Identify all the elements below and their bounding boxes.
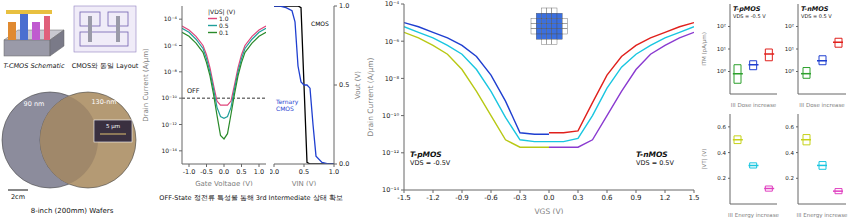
html-text:|VDS| (V): |VDS| (V) [208,8,236,15]
svg-text:10⁻⁴: 10⁻⁴ [164,15,178,22]
svg-text:10⁻⁶: 10⁻⁶ [385,38,400,46]
svg-text:10⁰: 10⁰ [785,68,795,74]
svg-text:10⁻¹⁴: 10⁻¹⁴ [161,147,177,154]
svg-text:III Dose increase: III Dose increase [731,102,777,108]
svg-text:0.2: 0.2 [717,175,726,181]
svg-text:10⁻¹²: 10⁻¹² [161,121,177,128]
svg-text:10⁻⁸: 10⁻⁸ [385,75,400,83]
svg-text:8-inch (200mm) Wafers: 8-inch (200mm) Wafers [31,207,114,215]
svg-text:Vout (V): Vout (V) [354,71,362,99]
svg-text:1.0: 1.0 [254,168,264,176]
svg-text:1.0: 1.0 [329,168,339,176]
html-text:Ternary CMOS: Ternary CMOS [276,98,299,112]
svg-text:0.0: 0.0 [219,168,229,176]
svg-text:0.0: 0.0 [543,194,554,202]
svg-text:0.5: 0.5 [339,81,349,89]
svg-text:0.6: 0.6 [785,124,794,130]
html-text:0.1: 0.1 [219,29,229,36]
svg-text:-1.0: -1.0 [183,168,196,176]
svg-text:-1.2: -1.2 [426,194,440,202]
html-text:1.0: 1.0 [219,15,229,22]
svg-text:-0.3: -0.3 [513,194,527,202]
svg-text:10⁻¹⁰: 10⁻¹⁰ [382,112,399,120]
svg-text:1.2: 1.2 [659,194,670,202]
svg-text:0.3: 0.3 [572,194,583,202]
svg-text:III Dose increase: III Dose increase [799,102,841,108]
html-text:CMOS: CMOS [311,20,329,27]
svg-text:III Energy increase: III Energy increase [728,212,779,218]
html-text:VDS = -0.5V: VDS = -0.5V [410,159,451,167]
svg-text:Drain Current (A/μm): Drain Current (A/μm) [366,58,375,137]
svg-text:Gate Voltage (V): Gate Voltage (V) [195,180,253,186]
svg-text:0.0: 0.0 [339,160,349,168]
svg-text:10⁻¹⁰: 10⁻¹⁰ [161,94,177,101]
svg-text:III Energy increase: III Energy increase [797,212,841,218]
html-text:T-nMOS: T-nMOS [636,150,668,159]
svg-text:-0.9: -0.9 [455,194,469,202]
svg-text:ITM (pA/μm): ITM (pA/μm) [701,32,708,66]
svg-text:10⁰: 10⁰ [717,68,727,74]
svg-text:10⁻⁶: 10⁻⁶ [164,42,178,49]
svg-text:0.2: 0.2 [785,175,794,181]
svg-text:5 μm: 5 μm [106,123,120,130]
svg-text:10⁻⁴: 10⁻⁴ [385,0,400,8]
svg-text:0.0: 0.0 [270,168,279,176]
svg-text:Drain Current (A/μm): Drain Current (A/μm) [142,48,150,122]
svg-text:10²: 10² [717,23,726,29]
svg-text:-0.6: -0.6 [484,194,498,202]
svg-text:|VT| (V): |VT| (V) [701,149,708,170]
html-text:VDS = 0.5V: VDS = 0.5V [636,159,674,167]
svg-text:0.4: 0.4 [717,150,726,156]
svg-text:-0.5: -0.5 [200,168,213,176]
svg-text:0.6: 0.6 [601,194,613,202]
html-text:T-nMOS: T-nMOS [801,5,829,13]
svg-text:VIN (V): VIN (V) [292,180,317,186]
svg-text:10¹: 10¹ [717,46,726,52]
svg-text:CMOS와 동일 Layout: CMOS와 동일 Layout [72,62,139,70]
html-text:VDS = -0.5 V: VDS = -0.5 V [733,13,766,19]
svg-text:10¹: 10¹ [785,46,794,52]
svg-text:130-nm: 130-nm [91,98,116,106]
html-text:OFF-State 정전류 특성을 통해 3rd Inter: OFF-State 정전류 특성을 통해 3rd Intermediate 상태… [159,194,343,202]
svg-text:1.0: 1.0 [339,2,349,10]
svg-text:0.4: 0.4 [785,150,794,156]
svg-text:10⁻¹⁴: 10⁻¹⁴ [382,186,399,194]
html-text:T-pMOS: T-pMOS [410,150,442,159]
svg-text:2cm: 2cm [11,193,25,201]
svg-text:0.5: 0.5 [299,168,309,176]
svg-text:T-CMOS Schematic: T-CMOS Schematic [8,62,65,70]
svg-text:0.6: 0.6 [717,124,726,130]
html-text:VDS = 0.5 V: VDS = 0.5 V [801,13,832,19]
svg-text:10⁻¹²: 10⁻¹² [382,149,399,157]
svg-text:0.9: 0.9 [630,194,641,202]
html-text:T-pMOS: T-pMOS [733,5,761,13]
svg-text:90 nm: 90 nm [24,100,45,108]
svg-text:1.5: 1.5 [688,194,699,202]
svg-text:OFF: OFF [187,87,200,95]
svg-text:0.5: 0.5 [236,168,246,176]
svg-text:10⁻⁸: 10⁻⁸ [164,68,178,75]
svg-text:VGS (V): VGS (V) [534,207,563,214]
html-text:0.5: 0.5 [219,22,229,29]
svg-text:10²: 10² [785,23,794,29]
svg-text:-1.5: -1.5 [397,194,411,202]
